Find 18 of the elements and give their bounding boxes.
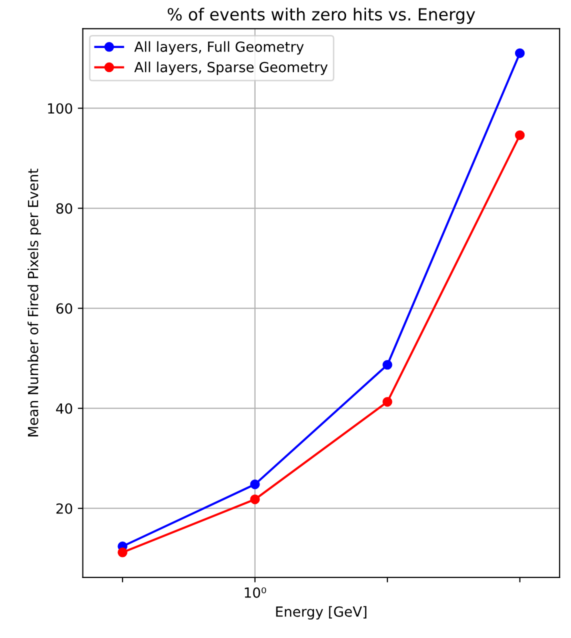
y-tick-label: 60	[56, 303, 72, 314]
point	[514, 130, 525, 140]
y-tick-label: 20	[56, 503, 72, 514]
point	[250, 480, 260, 490]
y-tick-label: 100	[48, 103, 72, 114]
point	[514, 48, 525, 58]
point	[250, 494, 260, 504]
chart-title: % of events with zero hits vs. Energy	[168, 8, 476, 24]
legend-label: All layers, Full Geometry	[134, 41, 304, 55]
x-axis-title: Energy [GeV]	[276, 606, 366, 620]
point	[118, 548, 128, 558]
y-tick-label: 40	[56, 403, 72, 414]
y-axis-title: Mean Number of Fired Pixels per Event	[28, 168, 42, 436]
x-tick-label: 10⁰	[244, 587, 266, 598]
y-tick-label: 80	[56, 203, 72, 214]
point	[382, 360, 392, 370]
point	[382, 396, 392, 407]
legend-label: All layers, Sparse Geometry	[134, 62, 328, 76]
